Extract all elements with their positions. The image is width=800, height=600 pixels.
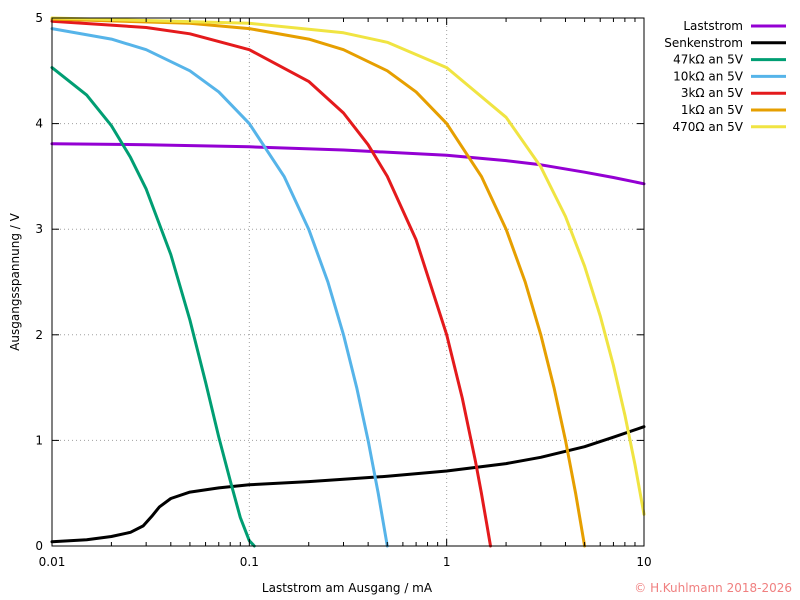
grid-lines [52, 18, 644, 546]
y-tick-label: 1 [35, 433, 43, 447]
legend-label-1: Senkenstrom [664, 36, 743, 50]
y-tick-label: 5 [35, 11, 43, 25]
x-tick-label: 1 [443, 555, 451, 569]
series-line-0 [50, 142, 646, 186]
legend-label-6: 470Ω an 5V [672, 120, 743, 134]
legend-label-2: 47kΩ an 5V [673, 53, 744, 67]
y-tick-label: 3 [35, 222, 43, 236]
series-line-5 [50, 17, 587, 548]
series-lines [50, 16, 646, 548]
axis-ticks: 0.01 0.1 1 10 0 1 2 3 4 5 [35, 11, 651, 569]
copyright-credit: © H.Kuhlmann 2018-2026 [634, 581, 792, 595]
series-line-2 [50, 66, 256, 548]
legend-label-5: 1kΩ an 5V [681, 103, 744, 117]
legend: Laststrom Senkenstrom 47kΩ an 5V 10kΩ an 5V… [664, 19, 786, 134]
x-tick-label: 0.1 [240, 555, 259, 569]
series-line-4 [50, 19, 492, 548]
series-line-3 [50, 27, 389, 548]
legend-label-0: Laststrom [683, 19, 743, 33]
x-tick-label: 0.01 [39, 555, 66, 569]
x-axis-title: Laststrom am Ausgang / mA [262, 581, 433, 595]
legend-label-4: 3kΩ an 5V [681, 86, 744, 100]
y-tick-label: 0 [35, 539, 43, 553]
x-tick-label: 10 [636, 555, 651, 569]
series-line-6 [50, 16, 646, 516]
y-tick-label: 2 [35, 328, 43, 342]
legend-label-3: 10kΩ an 5V [673, 69, 744, 83]
y-tick-label: 4 [35, 117, 43, 131]
y-axis-title: Ausgangsspannung / V [8, 212, 22, 350]
series-line-1 [50, 425, 646, 544]
plot-frame [51, 17, 645, 547]
